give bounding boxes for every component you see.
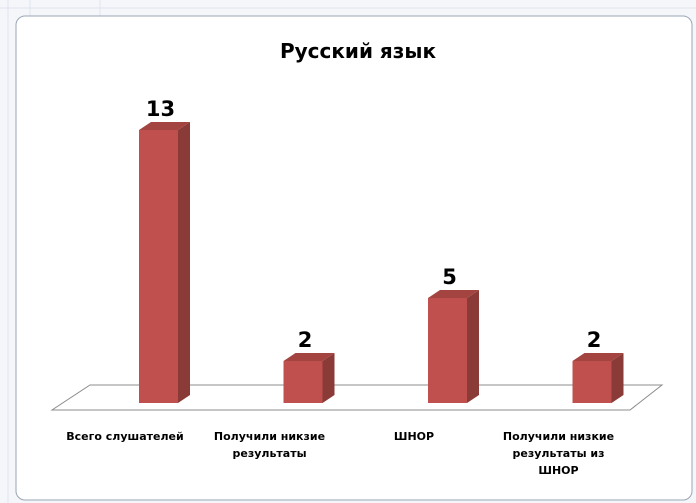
bar-top <box>572 353 624 361</box>
data-label: 13 <box>146 97 175 121</box>
x-tick-label: Получили никзие результаты <box>213 430 326 460</box>
bar <box>283 353 335 403</box>
x-tick-label: Всего слушателей <box>66 430 184 443</box>
bar-side <box>467 290 479 403</box>
data-label: 2 <box>298 328 313 352</box>
bar <box>572 353 624 403</box>
bar-front <box>283 361 323 403</box>
bar <box>428 290 479 403</box>
x-tick-label: ШНОР <box>393 430 435 443</box>
bar <box>139 122 190 403</box>
data-label: 2 <box>587 328 602 352</box>
bar-top <box>428 290 479 298</box>
chart-title: Русский язык <box>280 39 437 63</box>
data-label: 5 <box>442 265 457 289</box>
bar-front <box>428 298 467 403</box>
bar-front <box>572 361 612 403</box>
bar-side <box>178 122 190 403</box>
bar-top <box>283 353 335 361</box>
floor <box>50 384 664 411</box>
bar-front <box>139 130 178 403</box>
bar-side <box>611 353 624 403</box>
x-tick-label: Получили низкие результаты из ШНОР <box>502 430 615 477</box>
bar-top <box>139 122 190 130</box>
bar-side <box>322 353 335 403</box>
